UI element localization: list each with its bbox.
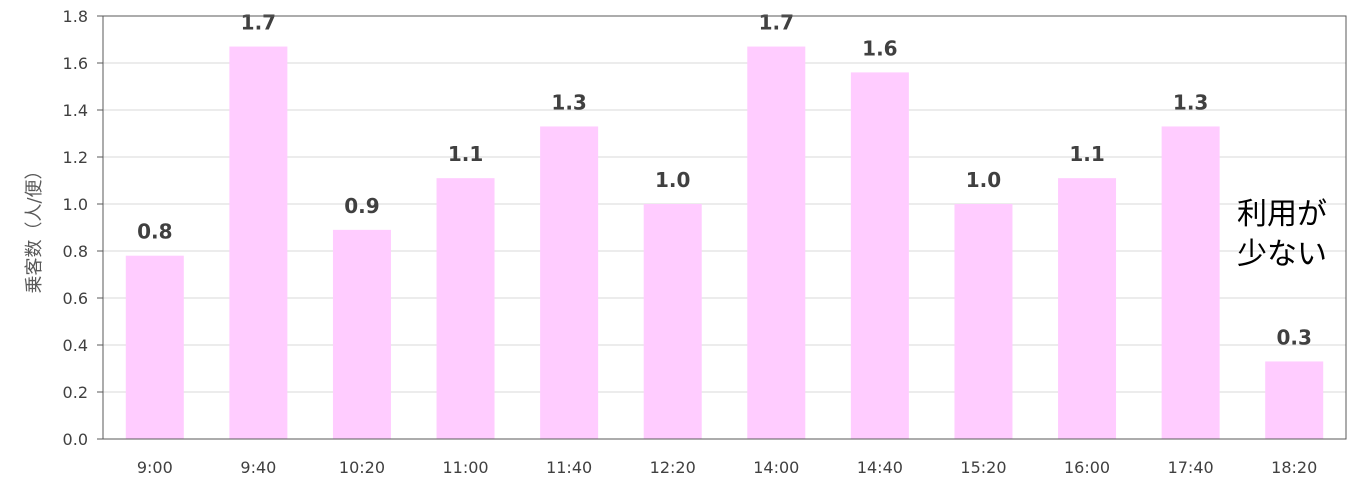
annotation-line-1: 利用が <box>1237 197 1327 232</box>
x-tick-label: 18:20 <box>1271 458 1317 477</box>
bar <box>850 72 909 440</box>
annotation-line-2: 少ない <box>1237 237 1327 272</box>
data-label: 1.7 <box>241 11 276 35</box>
data-labels: 0.8 1.7 0.9 1.1 1.3 1.0 1.7 1.6 1.0 1.1 1.3 0.3 <box>137 11 1312 350</box>
data-label: 1.0 <box>966 168 1001 192</box>
data-label: 1.7 <box>759 11 794 35</box>
x-tick-label: 15:20 <box>960 458 1006 477</box>
bar <box>1058 178 1117 439</box>
y-tick-label: 1.0 <box>63 195 88 214</box>
bar <box>747 46 806 440</box>
bar <box>332 229 391 439</box>
x-tick-label: 16:00 <box>1064 458 1110 477</box>
y-tick-labels: 0.0 0.2 0.4 0.6 0.8 1.0 1.2 1.4 1.6 1.8 <box>63 7 88 449</box>
x-tick-label: 14:40 <box>857 458 903 477</box>
x-tick-label: 17:40 <box>1168 458 1214 477</box>
bar <box>229 46 288 440</box>
x-tick-label: 9:00 <box>137 458 173 477</box>
bar <box>1161 126 1220 439</box>
data-label: 1.3 <box>551 90 586 114</box>
data-label: 1.1 <box>448 142 483 166</box>
y-tick-label: 0.0 <box>63 430 88 449</box>
plot-frame <box>102 15 1347 440</box>
y-tick-label: 0.8 <box>63 242 88 261</box>
x-tick-label: 12:20 <box>650 458 696 477</box>
y-tick-label: 1.6 <box>63 54 88 73</box>
x-tick-label: 10:20 <box>339 458 385 477</box>
data-label: 1.0 <box>655 168 690 192</box>
y-tick-label: 1.4 <box>63 101 88 120</box>
data-label: 1.3 <box>1173 90 1208 114</box>
x-tick-label: 14:00 <box>753 458 799 477</box>
data-label: 0.9 <box>344 194 379 218</box>
y-tick-label: 0.2 <box>63 383 88 402</box>
x-tick-label: 9:40 <box>240 458 276 477</box>
x-tick-labels: 9:00 9:40 10:20 11:00 11:40 12:20 14:00 14:40 15… <box>137 458 1317 477</box>
x-tick-label: 11:00 <box>442 458 488 477</box>
bar <box>436 178 495 439</box>
bars <box>125 46 1324 440</box>
data-label: 1.6 <box>862 36 897 60</box>
bar <box>1265 361 1324 439</box>
bar <box>954 204 1013 439</box>
data-label: 0.8 <box>137 220 172 244</box>
y-tick-label: 1.8 <box>63 7 88 26</box>
y-tick-label: 0.4 <box>63 336 88 355</box>
bar <box>643 204 702 439</box>
bar <box>540 126 599 439</box>
y-axis-label: 乗客数（人/便） <box>24 161 45 293</box>
y-tick-label: 1.2 <box>63 148 88 167</box>
y-tick-label: 0.6 <box>63 289 88 308</box>
bar <box>125 255 184 439</box>
data-label: 0.3 <box>1276 325 1311 349</box>
x-tick-label: 11:40 <box>546 458 592 477</box>
data-label: 1.1 <box>1069 142 1104 166</box>
